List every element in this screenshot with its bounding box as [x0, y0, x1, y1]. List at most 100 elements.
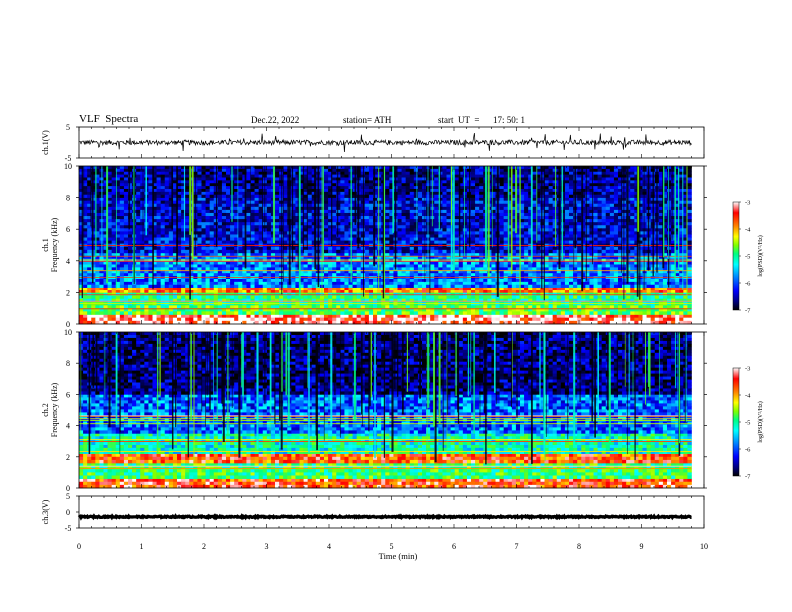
ch1-spec-cell — [511, 281, 517, 286]
ch1-spec-cell — [172, 267, 178, 271]
ch1-spec-cell — [466, 317, 472, 322]
ch1-spec-cell — [417, 311, 423, 315]
ch1-spec-cell — [597, 209, 602, 214]
ch1-spec-cell — [589, 219, 594, 223]
ch1-spec-cell — [291, 320, 296, 325]
ch1-spec-cell — [593, 290, 598, 293]
ch1-spec-cell — [128, 200, 133, 205]
ch1-spec-cell — [438, 278, 443, 283]
ch1-spec-cell — [630, 264, 635, 268]
ch1-spec-cell — [417, 317, 423, 322]
ch1-spec-cell — [515, 270, 521, 274]
ch1-spec-cell — [585, 261, 590, 265]
ch1-spec-cell — [613, 200, 619, 205]
ch1-spec-cell — [577, 264, 582, 268]
ch1-spec-cell — [373, 295, 378, 300]
ch1-spec-cell — [548, 295, 553, 300]
ch1-spec-cell — [638, 273, 643, 277]
ch1-spec-cell — [340, 284, 345, 288]
ch1-spec-cell — [246, 295, 251, 300]
ch1-spec-cell — [193, 295, 198, 300]
ch1-spec-cell — [172, 203, 178, 208]
ch1-spec-cell — [254, 219, 259, 223]
ch1-spec-cell — [524, 281, 529, 286]
ch1-spec-cell — [197, 287, 202, 291]
ch1-spec-cell — [79, 264, 84, 268]
ch1-spec-cell — [552, 290, 558, 293]
ch1-spec-cell — [152, 281, 157, 286]
ch1-spec-cell — [328, 261, 333, 265]
ch1-spec-cell — [209, 270, 215, 274]
ch1-spec-cell — [662, 222, 668, 226]
ch1-spec-cell — [107, 305, 112, 309]
ch1-spec-cell — [397, 314, 402, 318]
ch1-spec-cell — [434, 281, 439, 286]
ch1-spec-cell — [479, 206, 484, 211]
ch1-spec-cell — [103, 203, 108, 208]
ch1-spec-cell — [352, 252, 357, 257]
ch1-spec-cell — [573, 264, 578, 268]
ch1-spec-cell — [148, 225, 153, 229]
ch1-spec-cell — [189, 281, 194, 286]
ch1-spec-cell — [152, 200, 157, 205]
ch1-spec-cell — [662, 216, 668, 220]
ch1-spec-cell — [152, 252, 157, 257]
ch1-spec-cell — [128, 222, 133, 226]
ch1-spec-cell — [434, 216, 439, 220]
ch1-spec-cell — [79, 219, 84, 223]
ch1-spec-cell — [544, 290, 549, 293]
ch1-spec-cell — [654, 305, 660, 309]
ch1-spec-cell — [254, 270, 259, 274]
ch1-spec-cell — [675, 197, 680, 201]
ch1-spec-cell — [311, 264, 317, 268]
ch1-spec-cell — [638, 206, 643, 211]
ch1-spec-cell — [95, 261, 100, 265]
ch1-spec-cell — [679, 287, 684, 291]
ch1-spec-cell — [381, 308, 386, 312]
ch1-spec-cell — [177, 317, 182, 322]
ch1-spec-cell — [671, 317, 676, 322]
ch1-spec-cell — [299, 197, 304, 201]
ch1-spec-cell — [111, 295, 117, 300]
ch1-spec-cell — [471, 197, 476, 201]
ch1-spec-cell — [111, 225, 117, 229]
ch1-spec-cell — [532, 292, 537, 296]
ch1-spec-cell — [311, 295, 317, 300]
ch1-spec-cell — [279, 252, 284, 257]
ch1-spec-cell — [385, 287, 390, 291]
ch1-spec-cell — [495, 305, 500, 309]
ch1-spec-cell — [601, 267, 607, 271]
ch1-spec-cell — [148, 212, 153, 217]
ch1-spec-cell — [172, 219, 178, 223]
ch1-spec-cell — [156, 225, 161, 229]
ch1-spec-cell — [168, 264, 174, 268]
ch1-spec-cell — [221, 292, 227, 296]
ch1-spec-cell — [299, 255, 304, 259]
ch1-spec-cell — [107, 225, 112, 229]
ch1-spec-cell — [532, 206, 537, 211]
ch1-spec-cell — [115, 216, 121, 220]
ch1-spec-cell — [536, 261, 541, 265]
ch1-spec-cell — [111, 284, 117, 288]
ch1-spec-cell — [401, 264, 406, 268]
ch1-spec-cell — [140, 222, 145, 226]
ch1-spec-cell — [250, 267, 255, 271]
ch1-spec-cell — [654, 292, 660, 296]
ch1-spec-cell — [242, 292, 247, 296]
ch1-spec-cell — [377, 200, 382, 205]
ch1-spec-cell — [356, 311, 362, 315]
ch1-spec-cell — [172, 200, 178, 205]
ch1-spec-cell — [487, 298, 492, 303]
ch1-spec-cell — [115, 314, 121, 318]
ch1-spec-cell — [671, 206, 676, 211]
ch1-spec-cell — [344, 320, 349, 325]
ch1-spec-cell — [450, 287, 455, 291]
ch1-spec-cell — [140, 255, 145, 259]
ch1-spec-cell — [430, 311, 435, 315]
ch1-spec-cell — [238, 209, 243, 214]
ch1-spec-cell — [385, 311, 390, 315]
ch1-spec-cell — [258, 216, 264, 220]
ch1-spec-cell — [593, 216, 598, 220]
ch1-spec-cell — [683, 252, 688, 257]
ch1-spec-cell — [270, 290, 276, 293]
